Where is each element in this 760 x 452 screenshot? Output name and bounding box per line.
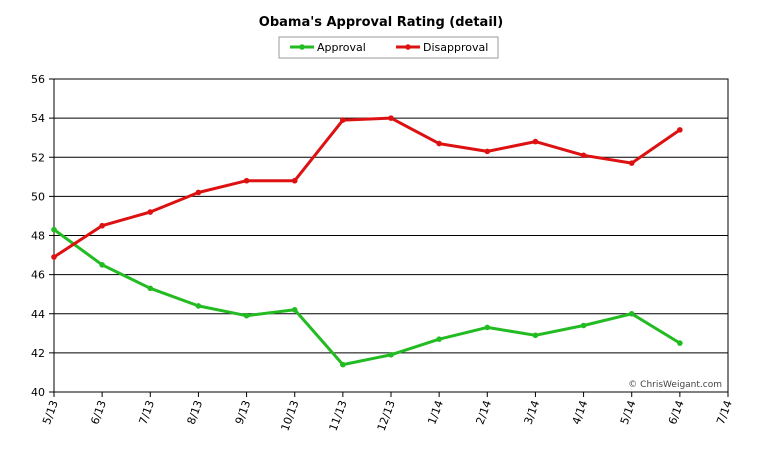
y-tick-label: 54: [31, 112, 45, 125]
data-point-disapproval: [484, 148, 491, 155]
data-point-approval: [580, 322, 587, 329]
data-point-approval: [532, 332, 539, 339]
data-point-approval: [484, 324, 491, 331]
legend-label-disapproval: Disapproval: [423, 41, 488, 54]
data-point-disapproval: [628, 160, 635, 166]
data-point-disapproval: [147, 209, 154, 215]
data-point-disapproval: [195, 189, 202, 196]
legend-label-approval: Approval: [317, 41, 366, 54]
x-tick-label: 7/14: [714, 399, 735, 427]
x-tick-label: 5/14: [618, 399, 639, 427]
x-tick-label: 11/13: [327, 399, 350, 433]
x-tick-label: 6/14: [666, 399, 687, 427]
data-point-approval: [677, 340, 683, 346]
x-tick-label: 10/13: [278, 399, 301, 433]
x-tick-label: 1/14: [425, 399, 446, 427]
series-layer: [51, 115, 683, 368]
y-tick-label: 48: [31, 230, 45, 243]
legend: Approval Disapproval: [278, 36, 499, 59]
series-line-approval: [52, 228, 682, 367]
data-point-disapproval: [677, 127, 683, 133]
legend-marker-approval: [299, 44, 305, 50]
data-point-approval: [340, 361, 346, 368]
series-line-disapproval: [52, 116, 682, 259]
x-tick-label: 3/14: [522, 399, 543, 427]
data-point-approval: [388, 352, 394, 358]
data-point-approval: [51, 226, 57, 233]
copyright-annotation: © ChrisWeigant.com: [628, 380, 722, 390]
data-point-approval: [195, 303, 202, 309]
x-axis: 5/13 6/13 7/13 8/13 9/13 10/13 11/13 12/13 1/14 2…: [40, 392, 735, 433]
data-point-disapproval: [291, 177, 298, 184]
x-tick-label: 12/13: [375, 399, 398, 433]
data-point-approval: [243, 312, 250, 319]
data-point-approval: [99, 262, 105, 268]
legend-marker-disapproval: [405, 44, 411, 50]
chart-title: Obama's Approval Rating (detail): [259, 15, 503, 30]
data-point-disapproval: [99, 222, 105, 229]
y-axis: 40 42 44 46 48 50 52 54 56: [31, 73, 54, 399]
data-point-disapproval: [436, 140, 442, 147]
data-point-disapproval: [51, 254, 57, 260]
x-tick-label: 8/13: [185, 399, 206, 427]
y-tick-label: 46: [31, 269, 45, 282]
x-tick-label: 5/13: [40, 399, 61, 427]
x-tick-label: 7/13: [136, 399, 157, 427]
data-point-approval: [436, 336, 442, 342]
x-tick-label: 6/13: [88, 399, 109, 427]
y-tick-label: 44: [31, 308, 45, 321]
x-tick-label: 4/14: [570, 399, 591, 427]
gridlines: [54, 117, 728, 354]
y-tick-label: 52: [31, 151, 45, 164]
data-point-approval: [147, 285, 154, 292]
y-tick-label: 42: [31, 347, 45, 360]
data-point-approval: [291, 307, 298, 313]
data-point-approval: [628, 310, 635, 317]
y-tick-label: 40: [31, 386, 45, 399]
y-tick-label: 50: [31, 190, 45, 203]
y-tick-label: 56: [31, 73, 45, 86]
data-point-disapproval: [580, 152, 587, 159]
data-point-disapproval: [532, 138, 539, 145]
x-tick-label: 2/14: [473, 399, 494, 427]
x-tick-label: 9/13: [233, 399, 254, 427]
data-point-disapproval: [243, 177, 250, 184]
data-point-disapproval: [388, 115, 394, 121]
legend-box: [278, 36, 499, 59]
data-point-disapproval: [340, 117, 346, 123]
